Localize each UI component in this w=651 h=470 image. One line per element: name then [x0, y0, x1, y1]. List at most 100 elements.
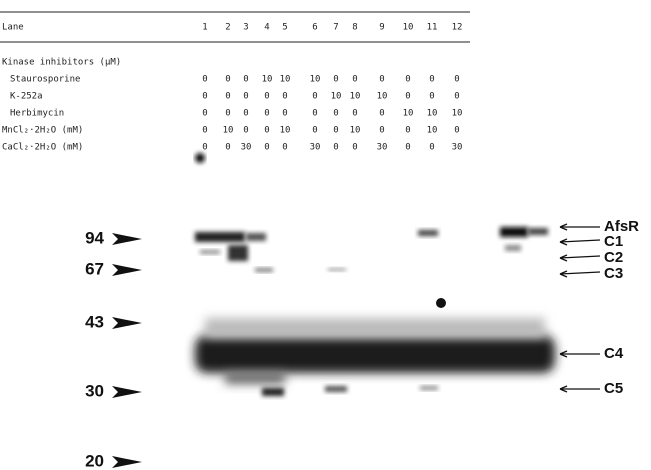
- cell: 0: [352, 143, 357, 153]
- cell: 30: [310, 143, 321, 153]
- marker-arrow: [112, 317, 142, 329]
- cell: 30: [452, 143, 463, 153]
- cell: 0: [379, 126, 384, 136]
- cell: 0: [379, 75, 384, 85]
- cell: 0: [333, 126, 338, 136]
- cell: 10: [427, 126, 438, 136]
- row-label: K-252a: [10, 92, 43, 102]
- cell: 10: [350, 92, 361, 102]
- cell: 0: [333, 109, 338, 119]
- cell: 10: [331, 92, 342, 102]
- header-label: Lane: [2, 23, 24, 33]
- marker-label: 20: [85, 451, 104, 470]
- cell: 0: [282, 92, 287, 102]
- cell: 10: [427, 109, 438, 119]
- band-label: C5: [604, 380, 623, 397]
- cell: 0: [379, 109, 384, 119]
- cell: 0: [312, 92, 317, 102]
- lane-number: 4: [264, 23, 269, 33]
- gel: [195, 153, 555, 396]
- band-arrow: [560, 240, 600, 242]
- cell: 0: [333, 143, 338, 153]
- cell: 0: [264, 92, 269, 102]
- band-label: C1: [604, 233, 623, 250]
- lane-number: 8: [352, 23, 357, 33]
- row-label: CaCl₂·2H₂O (mM): [2, 143, 83, 153]
- cell: 10: [262, 75, 273, 85]
- cell: 10: [310, 75, 321, 85]
- marker-label: 94: [85, 228, 104, 247]
- marker-arrow: [112, 264, 142, 276]
- band-label: C2: [604, 249, 623, 266]
- cell: 0: [333, 75, 338, 85]
- cell: 0: [454, 75, 459, 85]
- cell: 10: [350, 126, 361, 136]
- cell: 0: [282, 109, 287, 119]
- lane-number: 2: [225, 23, 230, 33]
- cell: 0: [243, 92, 248, 102]
- cell: 0: [202, 92, 207, 102]
- lane-number: 12: [452, 23, 463, 33]
- marker-label: 43: [85, 312, 104, 331]
- row-label: MnCl₂·2H₂O (mM): [2, 126, 83, 136]
- cell: 0: [352, 109, 357, 119]
- cell: 10: [452, 109, 463, 119]
- band-arrow: [560, 256, 600, 258]
- cell: 10: [403, 109, 414, 119]
- cell: 0: [243, 126, 248, 136]
- cell: 0: [454, 92, 459, 102]
- marker-arrow: [112, 456, 142, 468]
- section-label: Kinase inhibitors (µM): [2, 58, 121, 68]
- cell: 0: [202, 143, 207, 153]
- cell: 0: [264, 126, 269, 136]
- cell: 0: [282, 143, 287, 153]
- cell: 0: [202, 75, 207, 85]
- cell: 10: [280, 126, 291, 136]
- band-arrow: [560, 272, 600, 274]
- cell: 0: [454, 126, 459, 136]
- cell: 30: [377, 143, 388, 153]
- lane-number: 3: [243, 23, 248, 33]
- lane-number: 10: [403, 23, 414, 33]
- cell: 0: [243, 75, 248, 85]
- cell: 0: [405, 92, 410, 102]
- cell: 0: [429, 92, 434, 102]
- lane-number: 9: [379, 23, 384, 33]
- cell: 0: [225, 109, 230, 119]
- cell: 0: [202, 109, 207, 119]
- row-label: Staurosporine: [10, 75, 80, 85]
- lane-number: 6: [312, 23, 317, 33]
- cell: 0: [352, 75, 357, 85]
- lane-number: 11: [427, 23, 438, 33]
- marker-label: 67: [85, 259, 104, 278]
- band-arrows: [560, 224, 600, 392]
- lane-number: 5: [282, 23, 287, 33]
- cell: 0: [243, 109, 248, 119]
- cell: 0: [405, 75, 410, 85]
- cell: 0: [429, 75, 434, 85]
- cell: 0: [202, 126, 207, 136]
- cell: 0: [312, 126, 317, 136]
- row-label: Herbimycin: [10, 109, 64, 119]
- lane-number: 7: [333, 23, 338, 33]
- lane-number: 1: [202, 23, 207, 33]
- cell: 10: [280, 75, 291, 85]
- figure: Lane123456789101112Kinase inhibitors (µM…: [0, 0, 651, 470]
- cell: 0: [225, 92, 230, 102]
- marker-arrow: [112, 233, 142, 245]
- band-label: C4: [604, 345, 624, 362]
- cell: 0: [405, 143, 410, 153]
- cell: 0: [264, 143, 269, 153]
- cell: 10: [223, 126, 234, 136]
- cell: 10: [377, 92, 388, 102]
- marker-arrow: [112, 386, 142, 398]
- cell: 0: [225, 75, 230, 85]
- cell: 0: [225, 143, 230, 153]
- cell: 0: [264, 109, 269, 119]
- marker-label: 30: [85, 381, 104, 400]
- band-label: C3: [604, 265, 623, 282]
- cell: 0: [312, 109, 317, 119]
- cell: 0: [405, 126, 410, 136]
- cell: 0: [429, 143, 434, 153]
- cell: 30: [241, 143, 252, 153]
